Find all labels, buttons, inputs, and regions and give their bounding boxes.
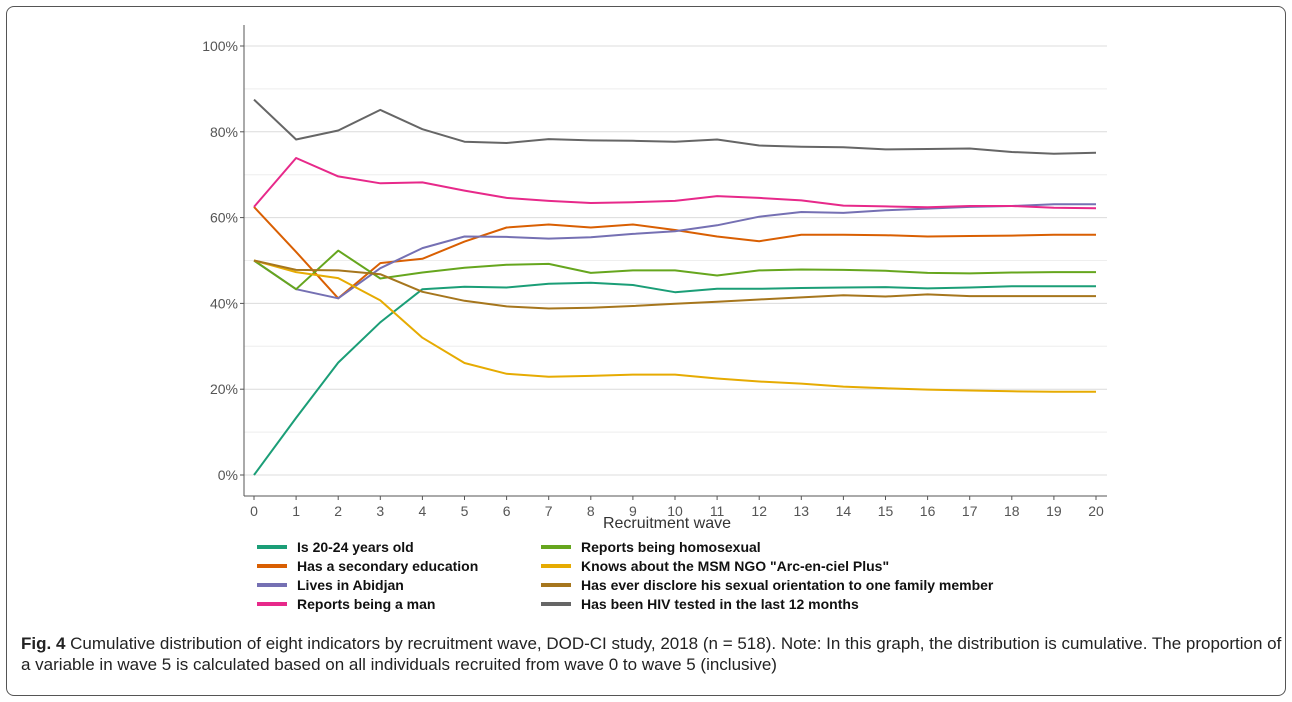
x-tick-label: 12 xyxy=(751,503,767,519)
x-tick-label: 15 xyxy=(878,503,894,519)
x-tick-label: 5 xyxy=(461,503,469,519)
legend-label: Has a secondary education xyxy=(297,558,478,574)
x-tick-label: 3 xyxy=(376,503,384,519)
x-tick-label: 0 xyxy=(250,503,258,519)
legend-label: Lives in Abidjan xyxy=(297,577,404,593)
x-tick-label: 1 xyxy=(292,503,300,519)
series-line-2 xyxy=(254,207,1096,298)
x-tick-label: 18 xyxy=(1004,503,1020,519)
legend-label: Reports being homosexual xyxy=(581,539,761,555)
legend-label: Reports being a man xyxy=(297,596,435,612)
y-ticks: 0% 20% 40% 60% 80% 100% xyxy=(202,38,244,483)
series-line-4 xyxy=(254,158,1096,208)
x-tick-label: 14 xyxy=(836,503,852,519)
series-line-8 xyxy=(254,100,1096,154)
legend-label: Knows about the MSM NGO "Arc-en-ciel Plu… xyxy=(581,558,889,574)
y-tick-label: 100% xyxy=(202,38,238,54)
gridlines xyxy=(244,46,1107,475)
x-tick-label: 7 xyxy=(545,503,553,519)
figure-caption: Fig. 4 Cumulative distribution of eight … xyxy=(21,633,1283,675)
x-tick-label: 8 xyxy=(587,503,595,519)
y-tick-label: 40% xyxy=(210,295,238,311)
x-tick-label: 16 xyxy=(920,503,936,519)
x-tick-label: 19 xyxy=(1046,503,1062,519)
series-line-1 xyxy=(254,283,1096,475)
legend: Is 20-24 years old Has a secondary educat… xyxy=(257,539,994,612)
series-line-5 xyxy=(254,251,1096,290)
series-lines xyxy=(254,100,1096,475)
caption-text: Cumulative distribution of eight indicat… xyxy=(21,634,1281,674)
x-tick-label: 2 xyxy=(334,503,342,519)
y-tick-label: 60% xyxy=(210,210,238,226)
y-tick-label: 80% xyxy=(210,124,238,140)
x-tick-label: 4 xyxy=(419,503,427,519)
x-tick-label: 17 xyxy=(962,503,978,519)
legend-label: Is 20-24 years old xyxy=(297,539,414,555)
y-tick-label: 0% xyxy=(218,467,238,483)
x-tick-label: 6 xyxy=(503,503,511,519)
legend-label: Has been HIV tested in the last 12 month… xyxy=(581,596,859,612)
x-tick-label: 13 xyxy=(794,503,810,519)
figure-frame: 0% 20% 40% 60% 80% 100% 0 1 2 3 4 5 6 7 8 9 10 11 12 13 14 1… xyxy=(6,6,1286,696)
x-axis-label: Recruitment wave xyxy=(603,515,731,532)
legend-label: Has ever disclore his sexual orientation… xyxy=(581,577,994,593)
series-line-3 xyxy=(254,204,1096,298)
figure-label: Fig. 4 xyxy=(21,634,65,653)
y-tick-label: 20% xyxy=(210,381,238,397)
x-tick-label: 20 xyxy=(1088,503,1104,519)
line-chart: 0%20%40%60%80%100% 0 1 2 3 4 5 6 7 8 9 10 11 12 13 14 1… xyxy=(7,7,1287,627)
series-line-6 xyxy=(254,261,1096,392)
